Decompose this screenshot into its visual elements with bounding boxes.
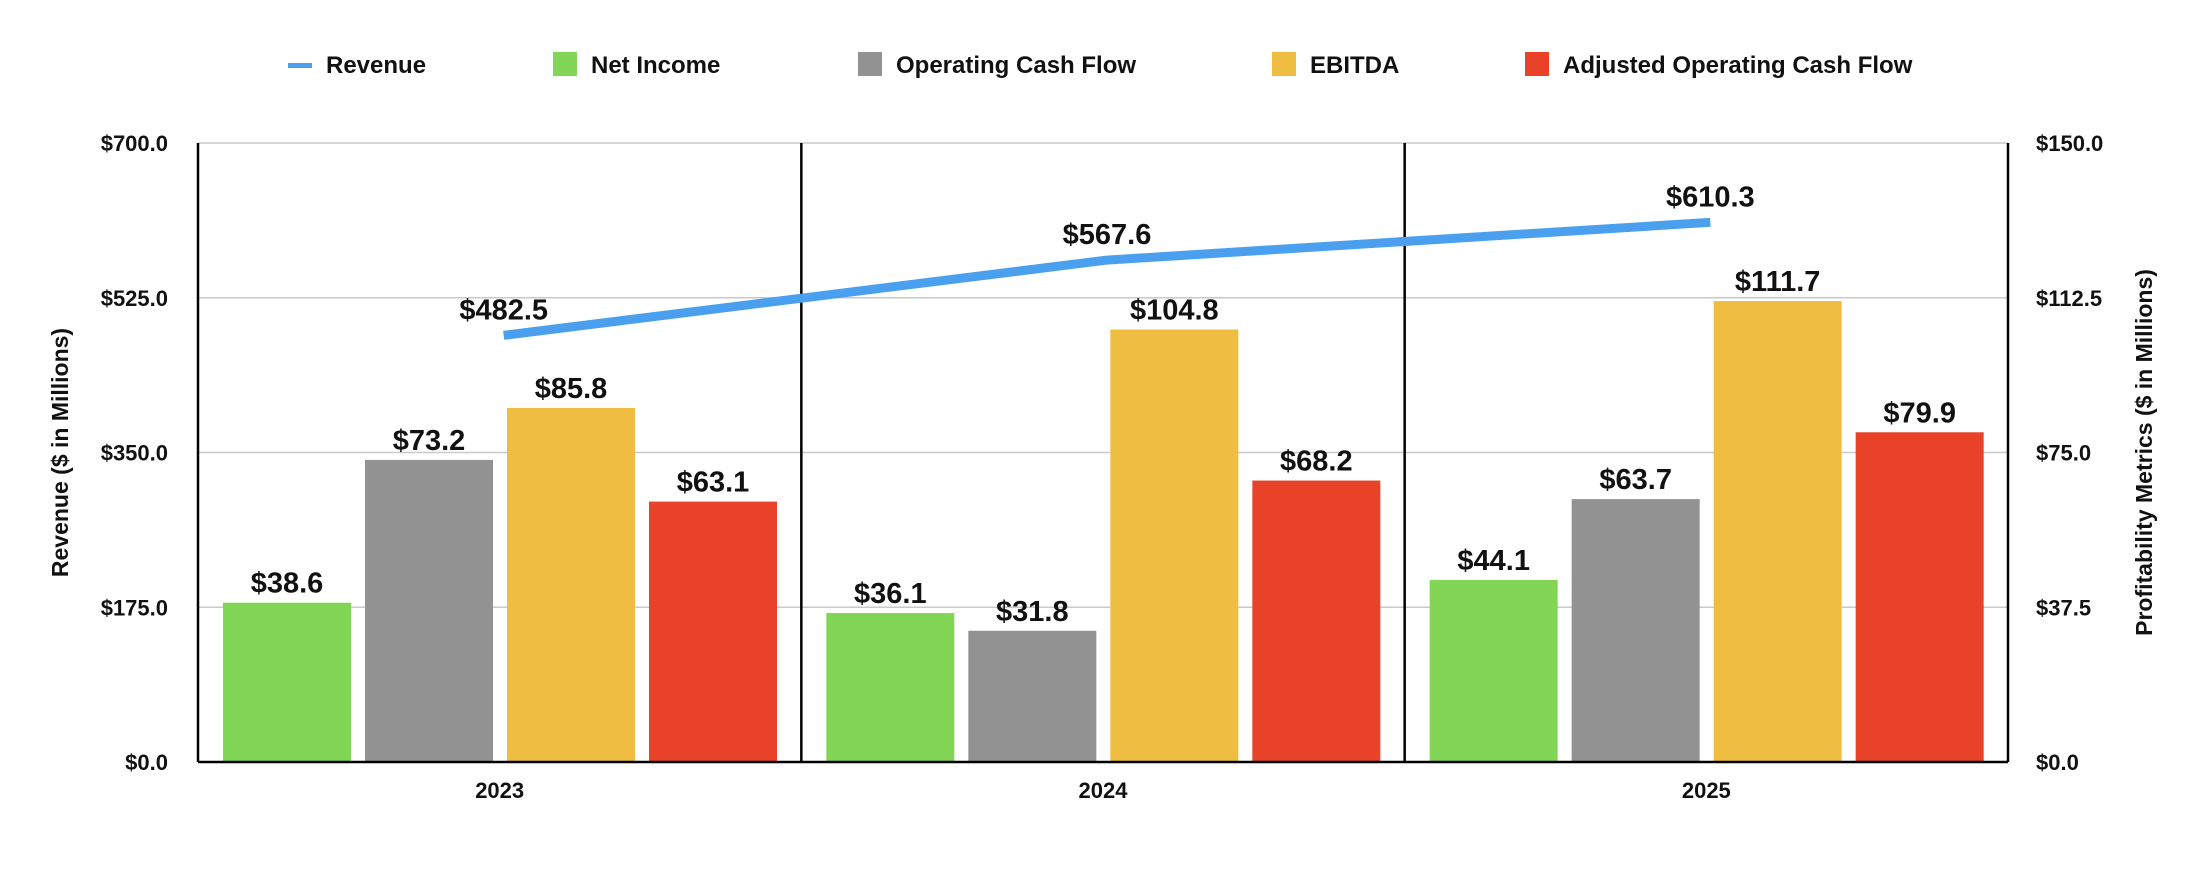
- right-axis-title: Profitability Metrics ($ in Millions): [2131, 269, 2157, 636]
- left-axis-title: Revenue ($ in Millions): [47, 328, 73, 577]
- legend-label-net-income: Net Income: [591, 52, 720, 79]
- data-label-net-income-2024: $36.1: [854, 578, 927, 610]
- left-axis-tick-label: $0.0: [125, 750, 168, 775]
- legend-label-adjusted-operating-cash-flow: Adjusted Operating Cash Flow: [1563, 52, 1913, 79]
- data-label-revenue-2023: $482.5: [459, 294, 548, 326]
- legend-swatch-operating-cash-flow: [858, 52, 882, 76]
- data-label-ebitda-2023: $85.8: [535, 373, 608, 405]
- x-axis-category-label: 2024: [1079, 778, 1129, 803]
- data-label-net-income-2025: $44.1: [1457, 545, 1530, 577]
- legend: Revenue Net Income Operating Cash Flow EBIT…: [288, 52, 1913, 79]
- bars: [223, 301, 1984, 762]
- bar-adjusted-operating-cash-flow-2025: [1855, 432, 1984, 762]
- data-label-ebitda-2025: $111.7: [1735, 266, 1821, 298]
- bar-operating-cash-flow-2023: [365, 459, 493, 762]
- bar-ebitda-2023: [507, 407, 635, 762]
- plot-frame: [196, 143, 2010, 764]
- legend-label-operating-cash-flow: Operating Cash Flow: [896, 52, 1136, 79]
- data-label-ebitda-2024: $104.8: [1130, 295, 1219, 327]
- revenue-line: [503, 217, 1711, 340]
- x-axis-category-label: 2023: [475, 778, 524, 803]
- gridlines: [198, 142, 2008, 608]
- legend-label-revenue: Revenue: [326, 52, 426, 79]
- axes: $0.0 $175.0 $350.0 $525.0 $700.0 $0.0 $37.5 $75…: [47, 131, 2157, 803]
- bar-adjusted-operating-cash-flow-2023: [649, 501, 777, 762]
- right-axis-tick-label: $0.0: [2036, 750, 2079, 775]
- right-axis-tick-label: $150.0: [2036, 131, 2103, 156]
- legend-swatch-revenue: [288, 63, 312, 68]
- left-axis-tick-label: $525.0: [101, 286, 168, 311]
- bar-net-income-2023: [223, 602, 351, 762]
- data-label-adjusted-operating-cash-flow-2025: $79.9: [1883, 397, 1956, 429]
- right-axis-tick-label: $75.0: [2036, 441, 2091, 466]
- bar-ebitda-2025: [1713, 301, 1842, 762]
- legend-swatch-adjusted-operating-cash-flow: [1525, 52, 1549, 76]
- right-axis-tick-label: $112.5: [2036, 286, 2102, 311]
- bar-net-income-2025: [1429, 580, 1558, 762]
- legend-swatch-net-income: [553, 52, 577, 76]
- data-label-operating-cash-flow-2025: $63.7: [1599, 464, 1672, 496]
- left-axis-tick-label: $700.0: [101, 131, 168, 156]
- right-axis-tick-label: $37.5: [2036, 595, 2091, 620]
- left-axis-tick-label: $350.0: [101, 441, 168, 466]
- x-axis-category-label: 2025: [1682, 778, 1731, 803]
- bar-ebitda-2024: [1110, 329, 1239, 762]
- legend-swatch-ebitda: [1272, 52, 1296, 76]
- data-label-adjusted-operating-cash-flow-2023: $63.1: [677, 467, 750, 499]
- bar-operating-cash-flow-2024: [968, 630, 1097, 762]
- revenue-line-group: [503, 217, 1711, 340]
- bar-net-income-2024: [826, 613, 955, 762]
- bar-adjusted-operating-cash-flow-2024: [1252, 480, 1381, 762]
- left-axis-tick-label: $175.0: [101, 595, 168, 620]
- legend-label-ebitda: EBITDA: [1310, 52, 1399, 79]
- data-label-operating-cash-flow-2023: $73.2: [393, 425, 466, 457]
- data-labels: $38.6 $73.2 $85.8 $63.1 $36.1 $31.8 $104.8 $68.…: [251, 181, 1956, 627]
- data-label-revenue-2025: $610.3: [1666, 181, 1755, 213]
- bar-operating-cash-flow-2025: [1571, 499, 1700, 762]
- data-label-revenue-2024: $567.6: [1063, 219, 1152, 251]
- data-label-net-income-2023: $38.6: [251, 568, 324, 600]
- data-label-adjusted-operating-cash-flow-2024: $68.2: [1280, 446, 1353, 478]
- data-label-operating-cash-flow-2024: $31.8: [996, 596, 1069, 628]
